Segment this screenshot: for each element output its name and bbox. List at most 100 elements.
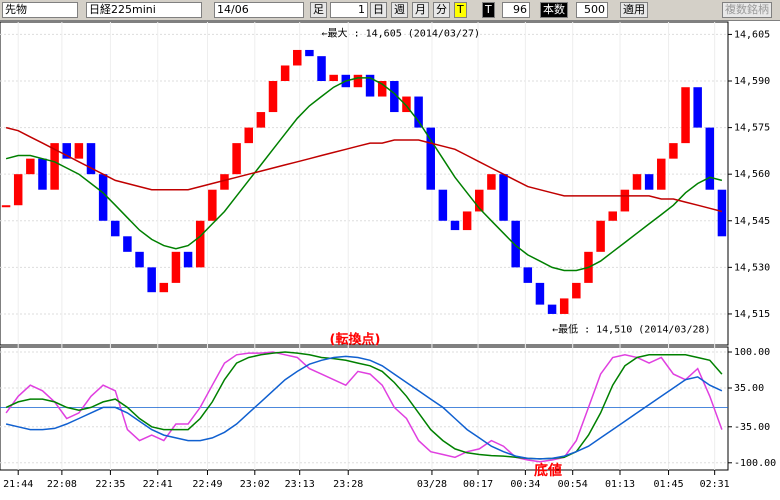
y-tick-label: -35.00: [734, 422, 770, 433]
candle: [535, 282, 545, 305]
candle: [390, 81, 399, 113]
x-tick-label: 22:08: [47, 479, 77, 490]
annotation: 底値: [534, 462, 562, 479]
week-button[interactable]: 週: [391, 2, 408, 18]
series-line: [5, 355, 723, 460]
y-tick-label: 14,515: [734, 309, 770, 320]
multi-button[interactable]: 複数銘柄: [722, 2, 772, 18]
x-tick-label: 03/28: [417, 479, 447, 490]
candle: [86, 143, 96, 175]
candle: [462, 211, 472, 231]
candle: [98, 174, 108, 221]
x-tick-label: 22:49: [192, 479, 222, 490]
candle: [195, 220, 205, 268]
chart: 14,515 14,530 14,545 14,560 14,575 14,590 14,6…: [0, 21, 776, 490]
y-tick-label: 14,560: [734, 169, 770, 180]
y-tick-label: 14,605: [734, 29, 770, 40]
y-tick-label: 14,530: [734, 262, 770, 273]
candle: [353, 74, 363, 88]
symbol-select[interactable]: 日経225mini: [86, 2, 202, 18]
x-tick-label: 21:44: [3, 479, 33, 490]
candle: [329, 74, 338, 82]
count-input[interactable]: 96: [502, 2, 530, 18]
apply-button[interactable]: 適用: [620, 2, 648, 18]
candle: [38, 158, 47, 190]
candle: [657, 158, 666, 190]
annotation: (転換点): [330, 332, 381, 348]
bar-input[interactable]: 1: [330, 2, 368, 18]
candle: [1, 205, 11, 208]
market-select[interactable]: 先物: [2, 2, 78, 18]
candle: [123, 236, 132, 252]
candle: [377, 81, 387, 97]
candle: [693, 87, 702, 128]
annotation: ←最低 : 14,510 (2014/03/28): [552, 322, 710, 335]
candle: [402, 96, 411, 113]
candle: [450, 220, 460, 231]
candle: [74, 143, 84, 159]
series-line: [5, 351, 723, 460]
candle: [365, 74, 375, 97]
y-tick-label: 14,590: [734, 76, 770, 87]
annotation: ←最大 : 14,605 (2014/03/27): [322, 26, 480, 39]
x-tick-label: 01:13: [605, 479, 635, 490]
candle: [620, 189, 630, 212]
x-tick-label: 23:13: [285, 479, 315, 490]
candle: [681, 87, 690, 144]
series-line: [5, 351, 723, 463]
toolbar: 先物 日経225mini 14/06 足 1 日 週 月 分 T T 96 本数…: [0, 0, 780, 21]
x-tick-label: 22:35: [95, 479, 125, 490]
month-select[interactable]: 14/06: [214, 2, 304, 18]
candle: [426, 127, 435, 190]
x-tick-label: 00:17: [463, 479, 493, 490]
candle: [256, 112, 266, 128]
series-line: [5, 126, 723, 213]
candle: [159, 282, 169, 293]
candle: [475, 189, 484, 212]
x-tick-label: 22:41: [143, 479, 173, 490]
oscillator-frame: [0, 346, 729, 471]
candle: [717, 189, 727, 237]
y-tick-label: 100.00: [734, 347, 770, 358]
candle: [523, 267, 533, 283]
candle: [499, 174, 508, 221]
candle: [232, 143, 241, 175]
count-label: 本数: [540, 2, 568, 18]
series-line: [5, 77, 723, 272]
minute-button[interactable]: 分: [433, 2, 450, 18]
candle: [572, 282, 581, 299]
candle: [487, 174, 496, 190]
candle: [220, 174, 229, 190]
day-button[interactable]: 日: [370, 2, 387, 18]
candle: [293, 49, 302, 66]
candle: [705, 127, 715, 190]
candle: [280, 65, 290, 82]
candle: [644, 174, 654, 190]
x-tick-label: 00:34: [510, 479, 540, 490]
candle: [268, 81, 278, 113]
tick-button[interactable]: T: [454, 2, 467, 18]
candle: [147, 267, 156, 293]
candle: [669, 143, 678, 159]
y-tick-label: 14,575: [734, 123, 770, 134]
y-tick-label: 35.00: [734, 383, 764, 394]
candle: [111, 220, 120, 237]
candle: [559, 298, 569, 314]
candle: [50, 143, 59, 190]
x-tick-label: 23:28: [333, 479, 363, 490]
tick-button[interactable]: T: [482, 2, 495, 18]
x-tick-label: 00:54: [558, 479, 588, 490]
y-tick-label: -100.00: [734, 458, 776, 469]
bar-label: 足: [310, 2, 327, 18]
candle: [547, 304, 557, 314]
price-frame: [0, 21, 729, 346]
x-tick-label: 01:45: [653, 479, 683, 490]
month-button[interactable]: 月: [412, 2, 429, 18]
candle: [135, 251, 144, 268]
candle: [183, 251, 193, 268]
candle: [632, 174, 642, 190]
candle: [62, 143, 71, 159]
candle: [305, 49, 314, 57]
count2-input[interactable]: 500: [576, 2, 608, 18]
